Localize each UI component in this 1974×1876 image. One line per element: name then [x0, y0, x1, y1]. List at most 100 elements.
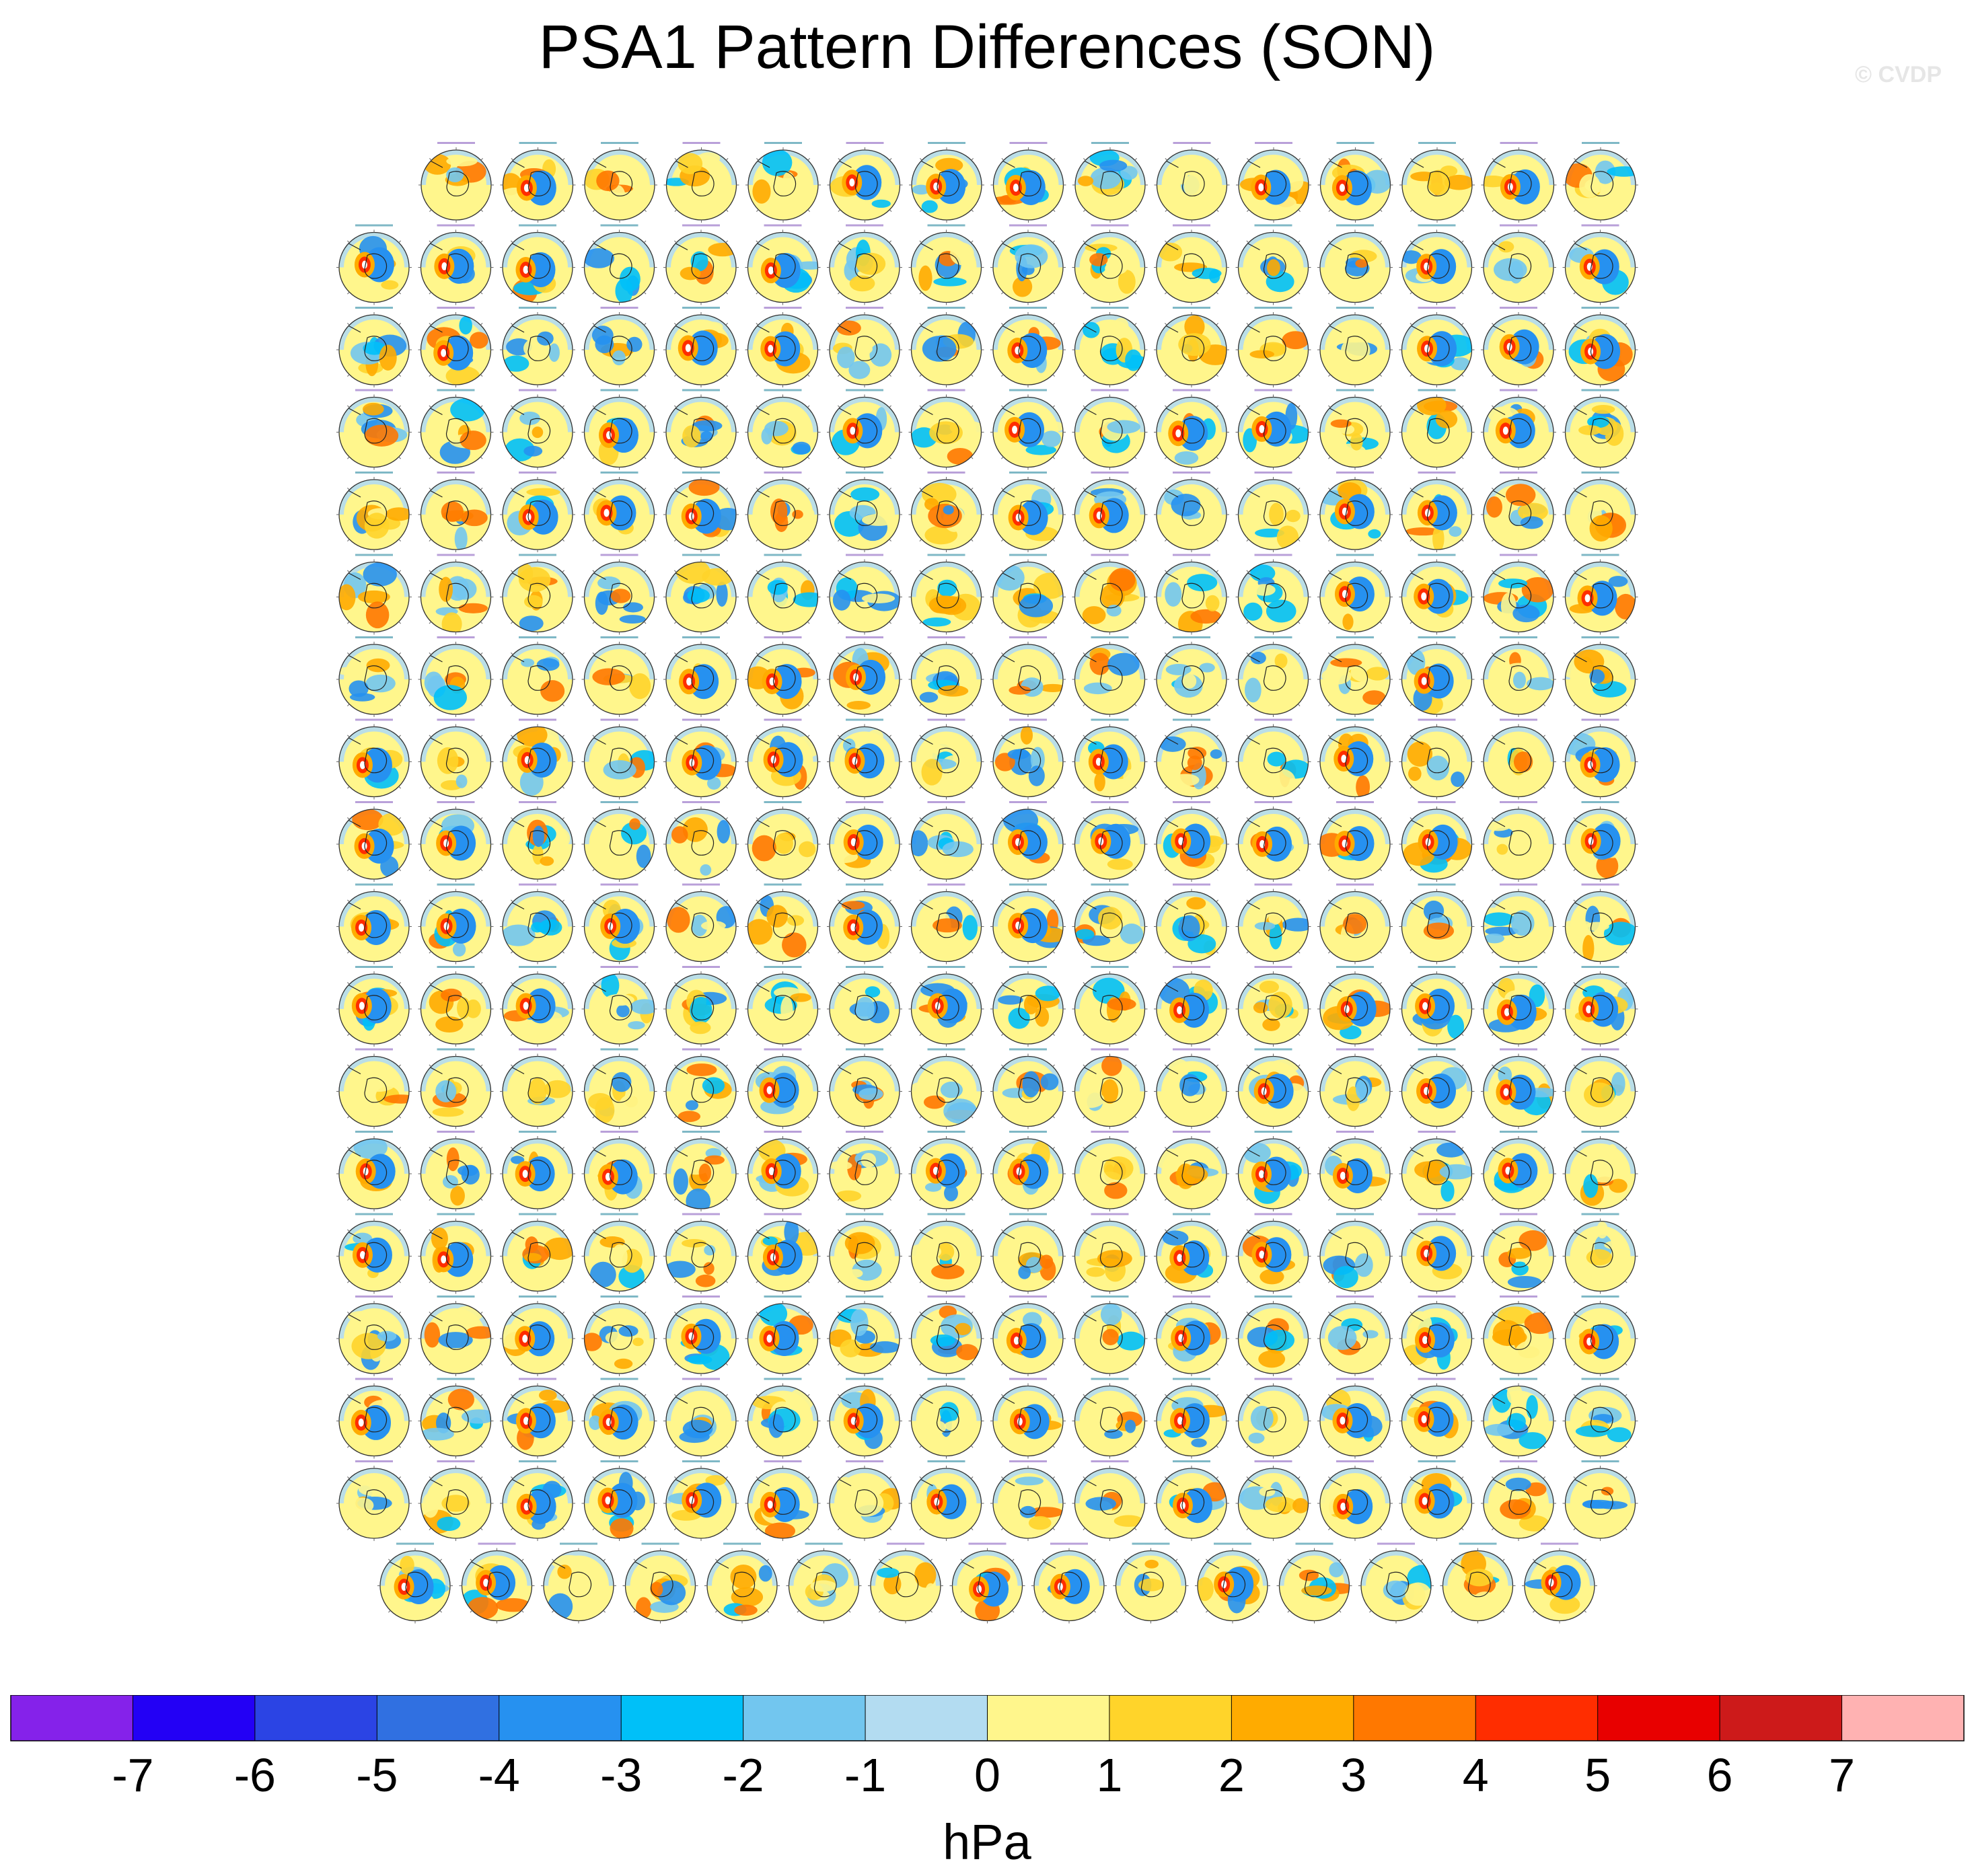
map-panel	[1358, 1542, 1434, 1624]
colorbar-swatch	[987, 1695, 1109, 1741]
map-panel	[990, 554, 1066, 635]
map-panel	[908, 718, 984, 800]
panel-caption	[1500, 636, 1537, 638]
map-panel	[1235, 883, 1311, 965]
map-panel	[663, 1048, 739, 1129]
map-panel	[827, 1131, 902, 1211]
panel-caption	[437, 1296, 475, 1298]
map-panel	[500, 389, 575, 470]
panel-caption	[437, 1460, 475, 1462]
panel-caption	[1009, 1460, 1047, 1462]
panel-caption	[1254, 1296, 1292, 1298]
map-panel	[909, 142, 984, 223]
panel-caption	[1254, 636, 1292, 638]
map-panel	[827, 554, 902, 635]
panel-caption	[1418, 718, 1456, 721]
panel-caption	[1009, 801, 1047, 803]
panel-caption	[846, 472, 883, 474]
colorbar-swatch	[1353, 1695, 1476, 1741]
panel-caption	[1091, 554, 1129, 556]
map-panel	[1317, 554, 1393, 635]
panel-caption	[927, 1296, 965, 1298]
map-panel	[1235, 307, 1311, 387]
panel-caption	[1581, 389, 1619, 391]
panel-caption	[519, 966, 556, 968]
map-panel	[336, 389, 412, 470]
map-panel	[1317, 801, 1393, 882]
panel-caption	[1214, 1542, 1251, 1545]
map-panel	[500, 472, 575, 552]
map-panel	[1317, 1296, 1393, 1376]
panel-caption	[682, 801, 720, 803]
panel-caption	[1336, 636, 1374, 638]
colorbar-tick-label: 0	[974, 1749, 1000, 1801]
panel-caption	[600, 883, 638, 886]
map-panel	[745, 389, 821, 470]
map-panel	[1481, 966, 1556, 1047]
map-panel	[990, 636, 1066, 717]
map-panel	[418, 636, 494, 717]
map-panel	[336, 1131, 412, 1211]
map-panel	[1317, 966, 1393, 1047]
map-panel	[827, 801, 902, 882]
map-panel	[908, 389, 984, 470]
colorbar-tick-label: 1	[1096, 1749, 1122, 1801]
panel-caption	[1132, 1542, 1170, 1545]
map-panel	[581, 883, 657, 965]
panel-caption	[1173, 142, 1211, 144]
panel-caption	[1581, 307, 1619, 309]
map-panel	[500, 718, 575, 800]
panel-caption	[1254, 1460, 1292, 1462]
panel-caption	[519, 389, 556, 391]
panel-caption	[1009, 1213, 1047, 1215]
colorbar-swatch	[499, 1695, 622, 1741]
panel-caption	[437, 554, 475, 556]
panel-caption	[805, 1542, 843, 1545]
panel-caption	[1418, 801, 1456, 803]
map-panel	[745, 1213, 821, 1294]
map-panel	[908, 472, 984, 552]
map-panel	[908, 801, 984, 882]
map-panel	[949, 1542, 1025, 1624]
panel-caption	[1418, 554, 1456, 556]
map-panel	[500, 801, 575, 882]
map-panel	[827, 389, 902, 470]
map-panel	[581, 224, 657, 305]
panel-caption	[1418, 1131, 1456, 1133]
panel-caption	[1418, 224, 1456, 227]
map-panel	[1399, 636, 1475, 717]
map-panel	[663, 718, 739, 800]
map-panel	[1399, 554, 1475, 635]
map-panel	[1235, 554, 1311, 635]
map-panel	[1399, 1213, 1475, 1294]
map-panel	[786, 1542, 862, 1624]
map-panel	[1154, 1048, 1229, 1129]
panel-caption	[1336, 554, 1374, 556]
map-panel	[500, 1131, 575, 1211]
panel-caption	[1336, 472, 1374, 474]
map-panel	[377, 1542, 453, 1624]
map-panel	[827, 472, 902, 552]
panel-caption	[1009, 1296, 1047, 1298]
panel-caption	[1377, 1542, 1415, 1545]
panel-caption	[1009, 224, 1047, 227]
panel-caption	[1581, 1378, 1619, 1380]
panel-caption	[1336, 1378, 1374, 1380]
panel-caption	[600, 472, 638, 474]
map-panel	[500, 554, 575, 635]
map-panel	[827, 718, 902, 800]
panel-caption	[682, 636, 720, 638]
panel-caption	[437, 1131, 475, 1133]
panel-caption	[396, 1542, 434, 1545]
map-panel	[704, 1542, 780, 1624]
panel-caption	[1173, 966, 1210, 968]
map-panel	[418, 307, 494, 387]
map-panel	[908, 224, 984, 305]
panel-caption	[437, 224, 475, 227]
map-panel	[1235, 636, 1311, 717]
panel-caption	[478, 1542, 516, 1545]
map-panel	[1399, 142, 1475, 223]
panel-caption	[1173, 636, 1210, 638]
map-panel	[663, 224, 739, 305]
map-panel	[745, 224, 821, 305]
